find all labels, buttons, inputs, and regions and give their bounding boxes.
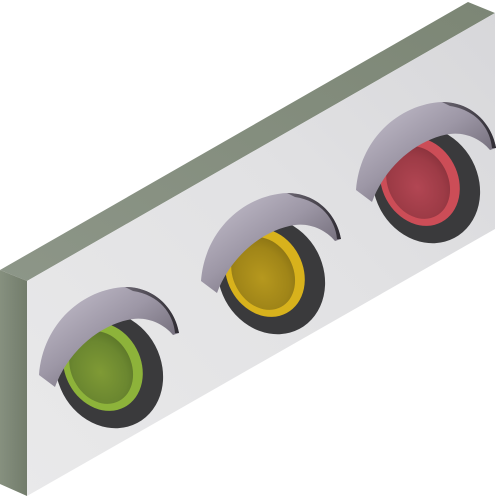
lamp-amber-visor-rim [287,193,341,239]
lamp-green-visor [39,287,179,387]
lamp-red [356,102,496,244]
lamp-green-glass [69,331,134,404]
lamp-amber-glass [231,237,296,310]
lamp-amber [201,193,341,335]
lamp-red-glass [386,146,451,219]
lamp-green-visor-rim [125,287,179,333]
lamp-green [39,287,179,429]
housing-top-edge [0,2,495,281]
housing-side-edge [0,270,27,496]
lamp-amber-visor [201,193,341,293]
lamp-red-visor [356,102,496,202]
lamp-red-visor-rim [442,102,496,148]
